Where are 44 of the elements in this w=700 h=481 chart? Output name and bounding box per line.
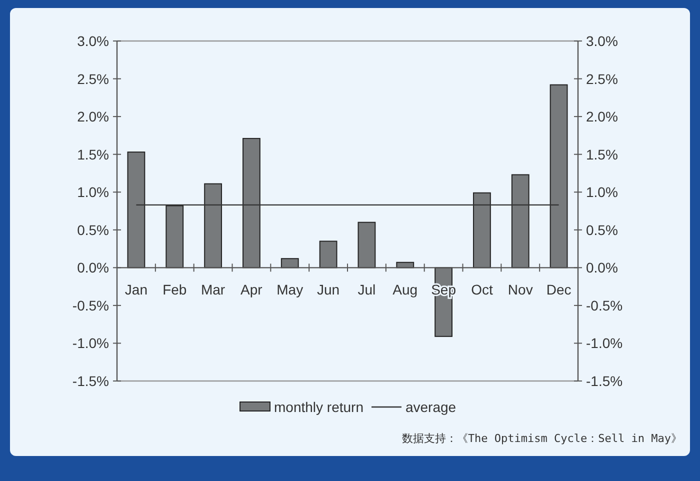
text: 数据支持：《The Optimism Cycle：Sell in May》 xyxy=(402,432,682,445)
x-tick-label: Jul xyxy=(358,282,376,298)
x-tick-label: Aug xyxy=(392,282,418,298)
y2-tick-label: 0.0% xyxy=(586,260,618,276)
bar xyxy=(166,205,184,268)
bar xyxy=(127,152,146,268)
bar xyxy=(242,138,260,268)
bar xyxy=(280,258,299,268)
y2-tick-label: -1.0% xyxy=(586,335,623,352)
y2-tick-label: -1.5% xyxy=(586,373,623,389)
y2-tick-label: 3.0% xyxy=(586,33,618,49)
y2-tick-label: 1.5% xyxy=(586,146,618,162)
legend-label: average xyxy=(405,399,456,415)
y-tick-label: 1.0% xyxy=(77,184,109,200)
y-tick-label: 2.5% xyxy=(77,70,109,87)
y2-tick-label: 1.0% xyxy=(586,184,618,200)
x-tick-label: Dec xyxy=(546,282,572,298)
y2-tick-label: -0.5% xyxy=(586,297,623,314)
y-tick-label: -0.5% xyxy=(72,297,109,314)
legend-label: monthly return xyxy=(274,399,364,415)
y-tick-label: -1.0% xyxy=(72,335,109,352)
x-tick-label: Apr xyxy=(240,282,263,298)
x-tick-label: Mar xyxy=(200,282,226,298)
y2-tick-label: 2.0% xyxy=(586,108,618,125)
y-tick-label: 1.5% xyxy=(77,146,109,162)
x-tick-label: Jan xyxy=(124,282,148,298)
bar xyxy=(511,174,530,268)
bar xyxy=(204,183,222,268)
x-tick-label: Feb xyxy=(162,282,187,298)
y2-tick-label: 0.5% xyxy=(586,222,618,238)
x-tick-label: Oct xyxy=(471,282,493,298)
bar xyxy=(550,84,568,268)
y-tick-label: 0.0% xyxy=(77,260,109,276)
bar xyxy=(358,222,376,268)
bar xyxy=(473,192,491,268)
y-tick-label: 2.0% xyxy=(77,108,109,125)
y-tick-label: -1.5% xyxy=(72,373,109,389)
x-tick-label: Jun xyxy=(317,282,340,298)
x-tick-label: May xyxy=(276,282,304,298)
x-tick-label: Nov xyxy=(508,282,533,298)
y2-tick-label: 2.5% xyxy=(586,70,618,87)
y-tick-label: 3.0% xyxy=(77,33,109,49)
bar xyxy=(319,240,338,268)
y-tick-label: 0.5% xyxy=(77,222,109,238)
